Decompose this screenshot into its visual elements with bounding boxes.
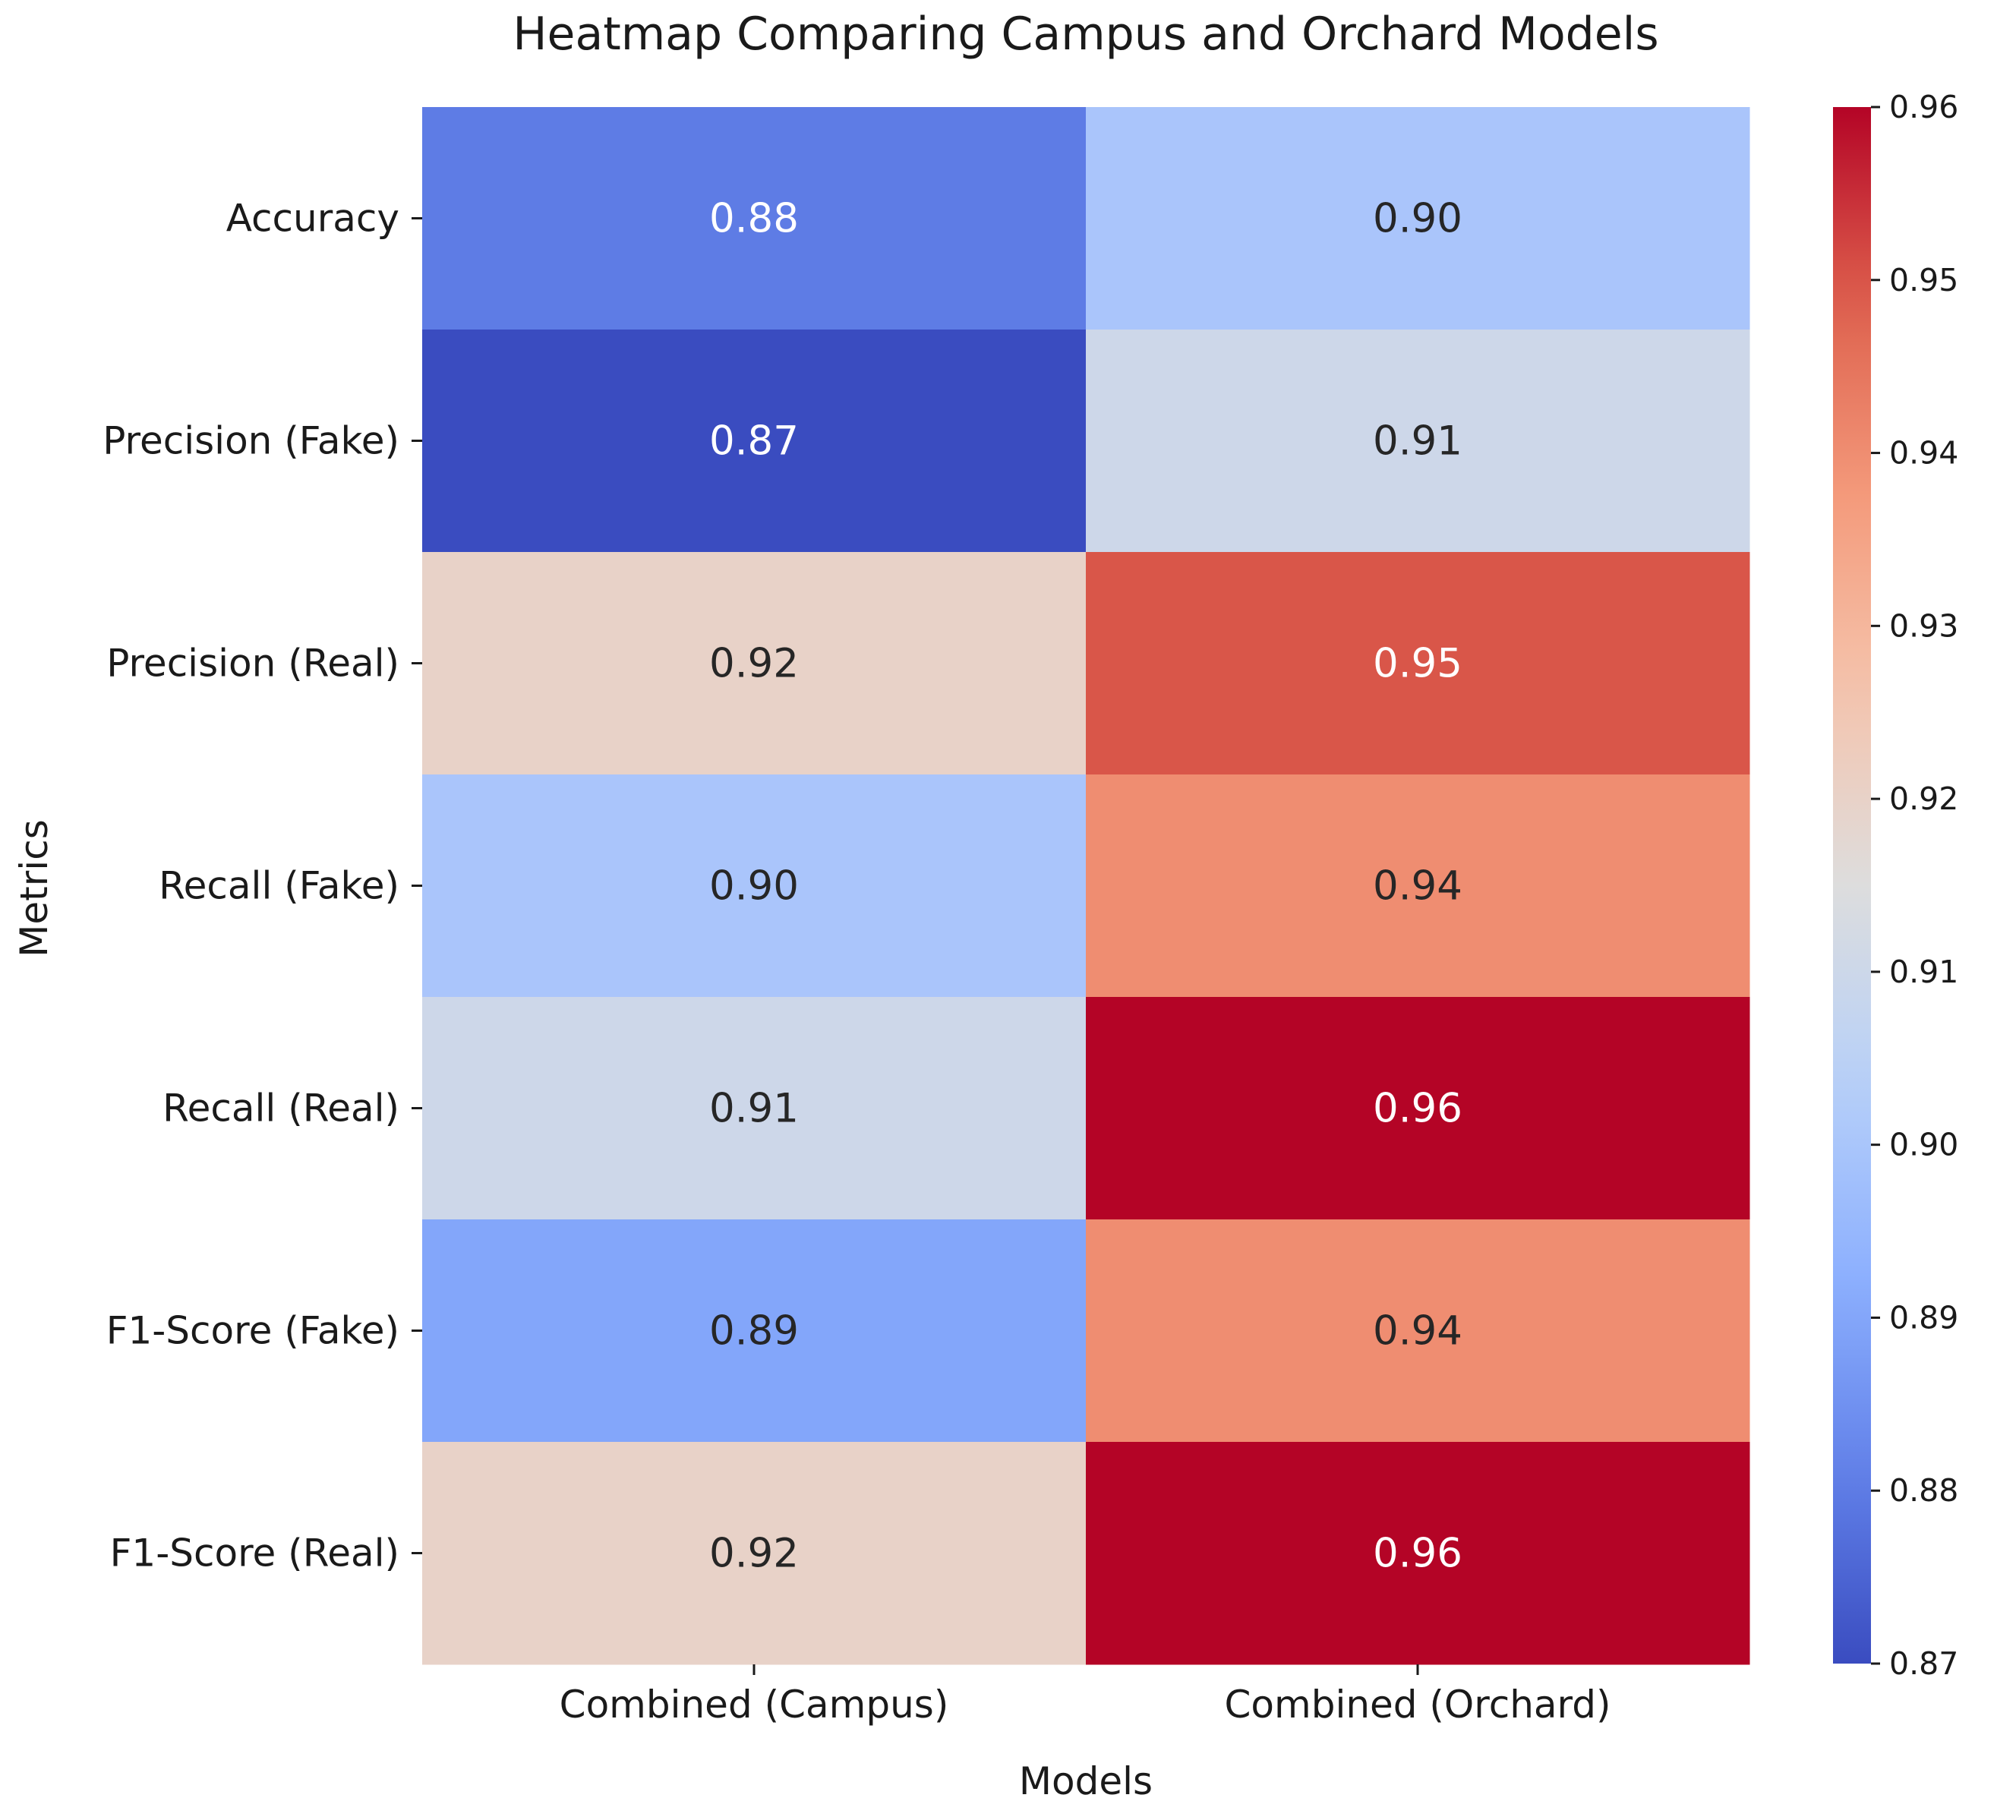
cell-value-f1-score-real-combined-campus: 0.92: [709, 1531, 799, 1577]
y-axis: Accuracy Precision (Fake) Precision (Real)…: [103, 197, 422, 1576]
y-tick-label-f1-score-fake: F1-Score (Fake): [106, 1309, 399, 1353]
x-axis-title: Models: [1019, 1759, 1153, 1803]
colorbar-tick-label: 0.92: [1889, 781, 1958, 817]
cell-value-accuracy-combined-campus: 0.88: [709, 196, 799, 242]
colorbar-tick-label: 0.96: [1889, 89, 1958, 125]
cell-value-precision-fake-combined-orchard: 0.91: [1373, 418, 1462, 465]
colorbar-ticks: 0.87 0.88 0.89 0.90 0.91 0.92 0.93 0.94 0.95 0.96: [1871, 89, 1958, 1682]
x-tick-label-combined-orchard: Combined (Orchard): [1225, 1683, 1611, 1727]
y-tick-label-precision-fake: Precision (Fake): [103, 419, 399, 463]
heatmap-cells: [422, 107, 1750, 1665]
y-axis-title: Metrics: [12, 819, 56, 957]
heatmap-cell-recall-fake-combined-orchard: [1086, 774, 1750, 998]
cell-value-labels: 0.88 0.90 0.87 0.91 0.92 0.95 0.90 0.94 0.91 0.96…: [709, 196, 1462, 1577]
colorbar-tick-label: 0.89: [1889, 1299, 1958, 1336]
heatmap-cell-f1-score-fake-combined-campus: [422, 1219, 1087, 1443]
chart-title: Heatmap Comparing Campus and Orchard Mod…: [513, 8, 1658, 61]
cell-value-precision-fake-combined-campus: 0.87: [709, 418, 799, 465]
y-tick-label-f1-score-real: F1-Score (Real): [110, 1531, 399, 1576]
cell-value-recall-real-combined-orchard: 0.96: [1373, 1086, 1462, 1132]
colorbar-tick-label: 0.88: [1889, 1472, 1958, 1509]
y-tick-label-recall-fake: Recall (Fake): [159, 864, 399, 908]
heatmap-cell-recall-real-combined-campus: [422, 997, 1087, 1220]
cell-value-recall-fake-combined-orchard: 0.94: [1373, 863, 1462, 910]
colorbar-tick-label: 0.90: [1889, 1127, 1958, 1163]
cell-value-recall-real-combined-campus: 0.91: [709, 1086, 799, 1132]
colorbar: [1833, 107, 1871, 1664]
cell-value-f1-score-real-combined-orchard: 0.96: [1373, 1531, 1462, 1577]
x-axis: Combined (Campus) Combined (Orchard): [560, 1664, 1611, 1727]
heatmap-cell-precision-real-combined-orchard: [1086, 552, 1750, 775]
cell-value-f1-score-fake-combined-campus: 0.89: [709, 1308, 799, 1355]
cell-value-accuracy-combined-orchard: 0.90: [1373, 196, 1462, 242]
heatmap-cell-precision-fake-combined-orchard: [1086, 330, 1750, 553]
cell-value-f1-score-fake-combined-orchard: 0.94: [1373, 1308, 1462, 1355]
colorbar-tick-label: 0.95: [1889, 262, 1958, 298]
colorbar-tick-label: 0.91: [1889, 954, 1958, 990]
x-tick-label-combined-campus: Combined (Campus): [560, 1683, 949, 1727]
colorbar-tick-label: 0.94: [1889, 435, 1958, 472]
heatmap-cell-accuracy-combined-orchard: [1086, 107, 1750, 330]
y-tick-label-recall-real: Recall (Real): [162, 1087, 399, 1131]
heatmap-cell-recall-real-combined-orchard: [1086, 997, 1750, 1220]
heatmap-cell-accuracy-combined-campus: [422, 107, 1087, 330]
heatmap-cell-recall-fake-combined-campus: [422, 774, 1087, 998]
heatmap-cell-f1-score-real-combined-orchard: [1086, 1442, 1750, 1665]
heatmap-cell-f1-score-fake-combined-orchard: [1086, 1219, 1750, 1443]
y-tick-label-accuracy: Accuracy: [226, 197, 399, 241]
cell-value-precision-real-combined-campus: 0.92: [709, 641, 799, 687]
heatmap-cell-precision-fake-combined-campus: [422, 330, 1087, 553]
heatmap-cell-f1-score-real-combined-campus: [422, 1442, 1087, 1665]
colorbar-tick-label: 0.87: [1889, 1645, 1958, 1682]
y-tick-label-precision-real: Precision (Real): [106, 642, 399, 686]
colorbar-tick-label: 0.93: [1889, 607, 1958, 644]
cell-value-precision-real-combined-orchard: 0.95: [1373, 641, 1462, 687]
cell-value-recall-fake-combined-campus: 0.90: [709, 863, 799, 910]
heatmap-cell-precision-real-combined-campus: [422, 552, 1087, 775]
